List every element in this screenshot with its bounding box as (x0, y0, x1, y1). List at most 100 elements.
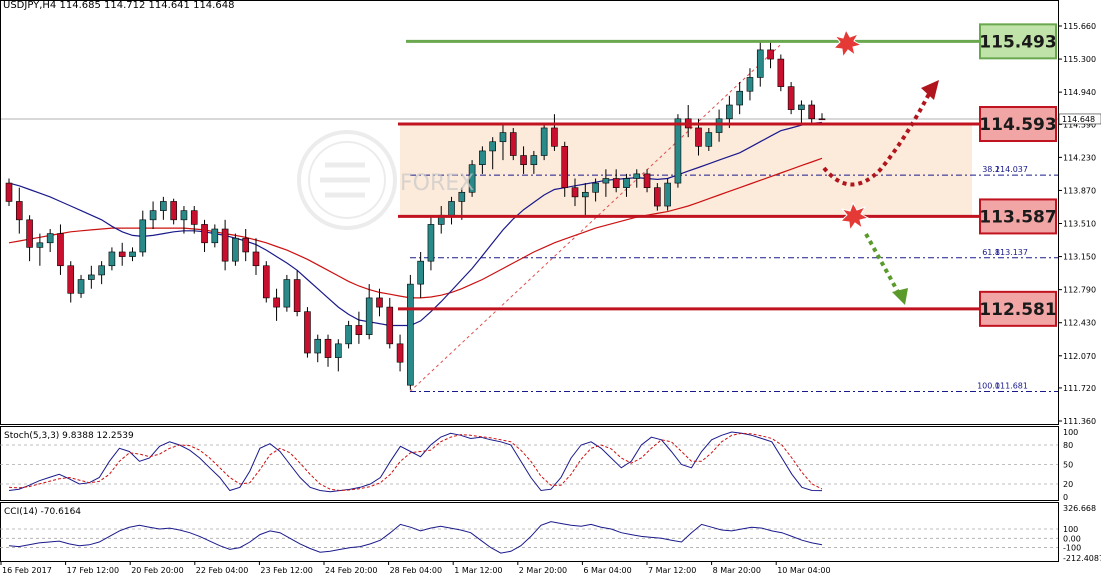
stoch-tick-label: 50 (1063, 461, 1073, 470)
candle (787, 82, 795, 115)
level-label: 114.593 (979, 115, 1056, 135)
y-tick-label: 112.430 (1063, 319, 1096, 328)
level-label: 113.587 (979, 207, 1056, 227)
cci-tick-label: -100 (1063, 544, 1081, 553)
candle (365, 284, 373, 340)
candle (355, 311, 363, 344)
candle (160, 196, 167, 220)
y-tick-label: 113.510 (1063, 220, 1096, 229)
fibo-level-price: 114.037 (995, 165, 1028, 174)
stoch-tick-label: 20 (1063, 480, 1073, 489)
candle (252, 238, 260, 275)
candle (582, 183, 589, 216)
x-tick-label: 6 Mar 04:00 (583, 566, 631, 575)
level-box (979, 23, 1057, 60)
candle (777, 54, 785, 92)
y-tick-label: 114.230 (1063, 153, 1096, 162)
bullish-arrow (822, 91, 932, 187)
candle (314, 334, 322, 363)
candle (643, 169, 651, 193)
candle (499, 123, 507, 161)
candle (98, 261, 105, 285)
candle (715, 109, 723, 142)
candle (458, 187, 466, 220)
current-price-label: 114.648 (1062, 115, 1095, 124)
breakout-star-bottom (839, 201, 870, 232)
candle (15, 187, 23, 234)
stoch-tick-label: 80 (1063, 441, 1073, 450)
candle (602, 169, 610, 197)
candle (57, 224, 64, 275)
candle (149, 201, 157, 230)
cci-tick-label: 326.668 (1063, 504, 1096, 513)
y-tick-label: 112.070 (1063, 352, 1096, 361)
candle (376, 288, 383, 317)
candle (108, 247, 116, 271)
candle (571, 178, 579, 207)
candle (283, 274, 291, 312)
candle (262, 261, 270, 303)
level-box (979, 106, 1057, 143)
candle (118, 242, 126, 266)
candle (612, 169, 620, 193)
cci-tick-label: 100 (1063, 525, 1078, 534)
stoch-tick-label: 100 (1063, 428, 1078, 437)
candle (509, 127, 517, 161)
candle (335, 339, 342, 372)
candle (77, 274, 85, 298)
y-tick-label: 115.660 (1063, 22, 1096, 31)
x-tick-label: 22 Feb 04:00 (196, 566, 248, 575)
level-label: 115.493 (979, 32, 1056, 52)
candle (36, 233, 44, 266)
candle (427, 215, 435, 271)
stoch-label: Stoch(5,3,3) 9.8388 12.2539 (4, 431, 134, 441)
candle (520, 146, 527, 174)
candle (633, 169, 641, 188)
candle (407, 274, 414, 390)
candle (561, 141, 569, 197)
fibo-level-price: 111.681 (995, 382, 1028, 391)
candle (293, 270, 301, 317)
candle (201, 219, 208, 252)
x-tick-label: 28 Feb 04:00 (390, 566, 442, 575)
candle (180, 206, 188, 234)
candle (345, 320, 352, 349)
level-label: 112.581 (979, 300, 1056, 320)
x-tick-label: 7 Mar 12:00 (648, 566, 696, 575)
candle (5, 178, 13, 207)
y-tick-label: 114.940 (1063, 88, 1096, 97)
candle (88, 265, 95, 289)
level-box (979, 290, 1057, 327)
candle (767, 40, 774, 69)
candle (468, 160, 476, 197)
candle (592, 178, 599, 202)
candle (664, 178, 671, 211)
y-tick-label: 115.300 (1063, 55, 1096, 64)
candle (705, 127, 713, 151)
candle (479, 146, 486, 174)
y-tick-label: 111.360 (1063, 417, 1096, 426)
candle (273, 288, 280, 321)
consolidation-zone (400, 124, 972, 217)
candle (396, 334, 404, 372)
candle (654, 183, 661, 211)
x-tick-label: 2 Mar 20:00 (519, 566, 567, 575)
stoch-main-line (8, 431, 823, 493)
symbol-label: USDJPY,H4 (3, 0, 57, 11)
candle (46, 229, 54, 252)
level-box (979, 198, 1057, 235)
candle (242, 229, 249, 262)
bearish-arrow (864, 233, 900, 293)
candle (489, 137, 496, 170)
candle (26, 215, 33, 262)
candle (129, 247, 136, 262)
x-tick-label: 8 Mar 20:00 (713, 566, 761, 575)
candle (170, 198, 177, 225)
y-tick-label: 112.790 (1063, 286, 1096, 295)
y-tick-label: 113.870 (1063, 186, 1096, 195)
x-tick-label: 10 Mar 04:00 (777, 566, 830, 575)
fibo-level-label: 38.2 (982, 165, 1000, 174)
candle (304, 307, 311, 358)
candle (623, 173, 630, 197)
candle (530, 150, 538, 174)
